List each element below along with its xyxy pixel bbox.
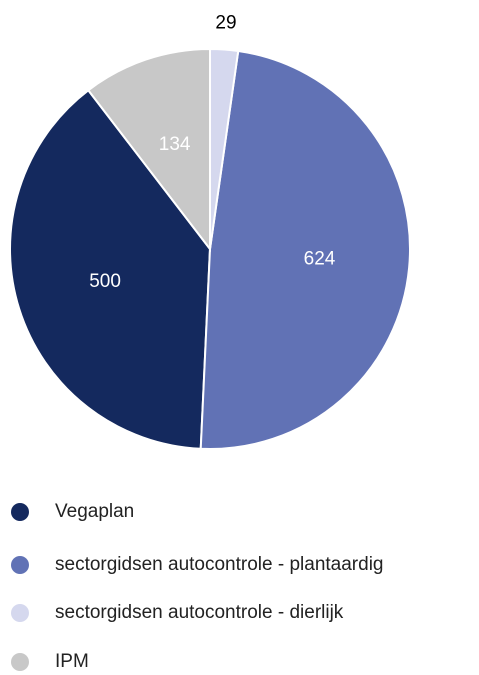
pie-slice — [199, 49, 411, 450]
legend-marker — [11, 556, 29, 574]
legend-marker — [11, 503, 29, 521]
legend-label: sectorgidsen autocontrole - dierlijk — [55, 602, 344, 623]
legend-label: IPM — [55, 651, 89, 672]
legend-marker — [11, 604, 29, 622]
legend-marker — [11, 653, 29, 671]
pie-slice — [86, 47, 211, 252]
slice-label: 500 — [89, 271, 121, 292]
slice-label: 29 — [215, 13, 236, 34]
legend-label: sectorgidsen autocontrole - plantaardig — [55, 554, 383, 575]
pie-slice — [9, 88, 212, 450]
slice-label: 624 — [304, 248, 336, 269]
slice-label: 134 — [159, 134, 191, 155]
legend-label: Vegaplan — [55, 501, 134, 522]
